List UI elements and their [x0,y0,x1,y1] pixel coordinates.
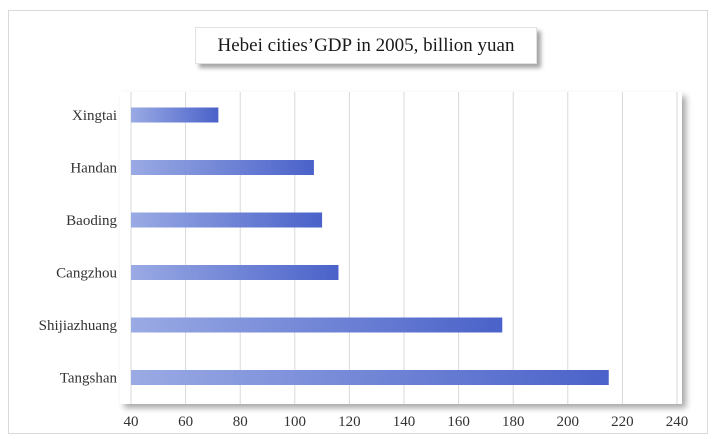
x-tick-label: 160 [447,414,470,430]
chart-title: Hebei cities’GDP in 2005, billion yuan [195,27,537,64]
x-tick-label: 100 [284,414,307,430]
category-label-xingtai: Xingtai [72,108,117,124]
x-tick-labels: 40 60 80 100 120 140 160 180 200 220 240 [124,414,689,430]
category-label-shijiazhuang: Shijiazhuang [39,318,118,334]
bar-xingtai [131,107,219,123]
x-tick-label: 200 [557,414,580,430]
bar-handan [131,160,314,175]
bar-shijiazhuang [131,317,503,333]
bar-layer [131,107,609,385]
bar-tangshan [131,370,609,385]
category-label-cangzhou: Cangzhou [56,266,117,282]
bar-baoding [131,212,323,228]
plot-area [120,92,682,404]
category-labels: Xingtai Handan Baoding Cangzhou Shijiazhuang… [39,108,118,387]
x-tick-label: 240 [666,414,689,430]
x-tick-label: 180 [502,414,525,430]
x-tick-label: 80 [233,414,248,430]
x-tick-label: 120 [338,414,361,430]
x-tick-label: 140 [393,414,416,430]
grid-layer [130,92,678,404]
category-label-baoding: Baoding [66,213,117,229]
x-tick-label: 60 [178,414,193,430]
category-label-handan: Handan [70,161,117,177]
x-tick-label: 40 [124,414,139,430]
category-label-tangshan: Tangshan [60,371,118,387]
x-tick-label: 220 [611,414,634,430]
bar-cangzhou [131,265,339,280]
